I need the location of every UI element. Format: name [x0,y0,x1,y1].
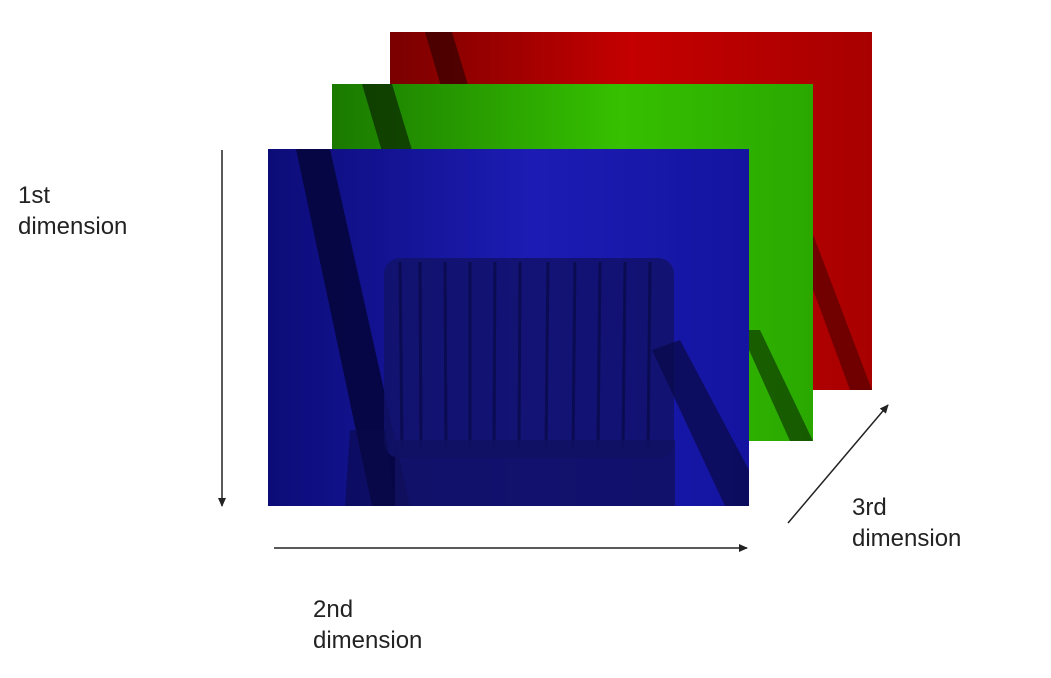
third-dimension-label-line1: 3rd [852,494,887,521]
first-dimension-label: 1st dimension [18,180,127,242]
second-dimension-label: 2nd dimension [313,594,422,656]
second-dimension-label-line1: 2nd [313,596,354,623]
blue-channel-image [268,149,749,506]
second-dimension-label-line2: dimension [313,627,423,654]
third-dimension-arrow [787,404,889,524]
third-dimension-label-line2: dimension [852,525,962,552]
third-dimension-label: 3rd dimension [852,492,961,554]
first-dimension-label-line1: 1st [18,182,51,209]
first-dimension-label-line2: dimension [18,213,128,240]
